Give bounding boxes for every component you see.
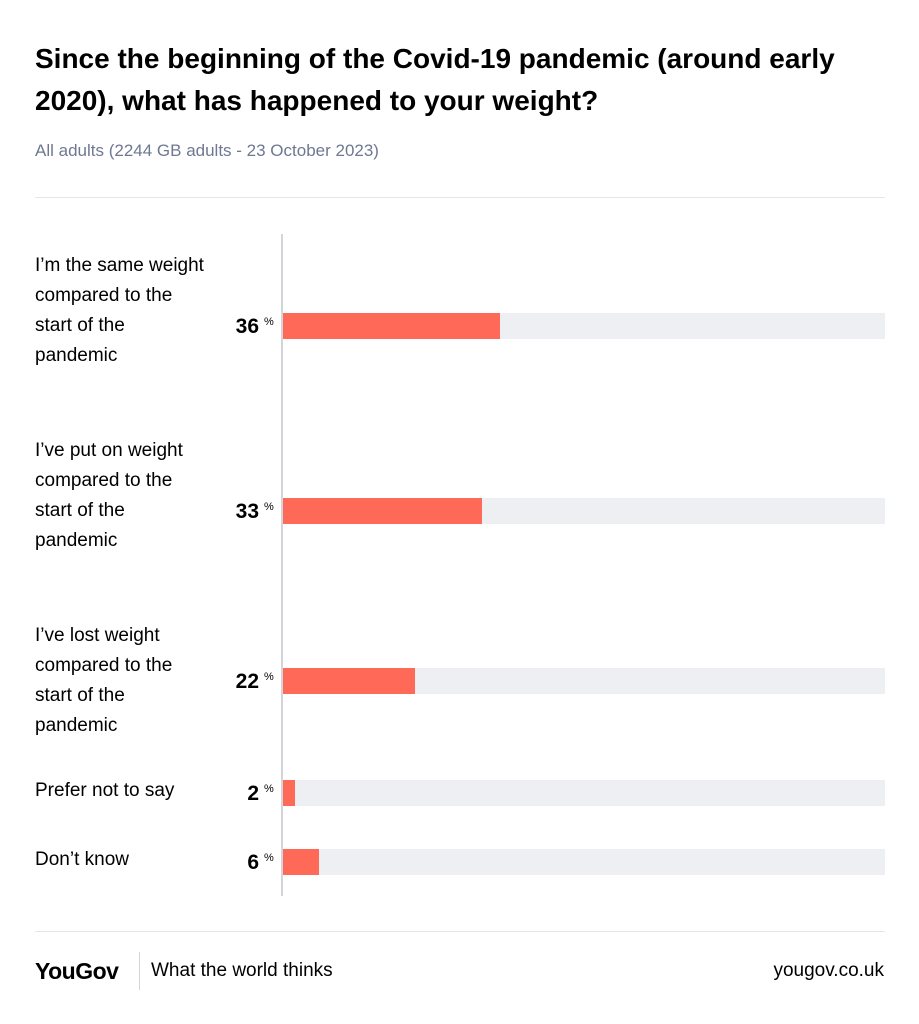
yougov-logo[interactable]: YouGov — [35, 958, 119, 984]
bar-track — [283, 498, 885, 524]
value-label: 36 — [235, 315, 259, 338]
percent-unit-label: % — [264, 316, 274, 328]
header-divider — [35, 197, 885, 198]
bar-track — [283, 780, 885, 806]
category-label: Don’t know — [35, 849, 129, 870]
category-label: Prefer not to say — [35, 780, 175, 801]
bar-track — [283, 668, 885, 694]
bar-track — [283, 313, 885, 339]
bar — [283, 780, 296, 806]
bar — [283, 313, 500, 339]
bar-track — [283, 849, 885, 875]
category-label: I’m the same weight compared to the star… — [35, 255, 204, 366]
footer-divider-line — [35, 931, 885, 932]
bar — [283, 498, 482, 524]
footer-tagline: What the world thinks — [151, 960, 333, 981]
chart-axis-line — [281, 234, 283, 896]
percent-unit-label: % — [264, 852, 274, 864]
chart-subtitle: All adults (2244 GB adults - 23 October … — [35, 141, 379, 160]
percent-unit-label: % — [264, 783, 274, 795]
bar — [283, 668, 416, 694]
percent-unit-label: % — [264, 501, 274, 513]
value-label: 22 — [235, 670, 259, 693]
footer-url-link[interactable]: yougov.co.uk — [773, 960, 884, 981]
category-label: I’ve lost weight compared to the start o… — [35, 625, 173, 736]
value-label: 2 — [247, 782, 259, 805]
chart-title: Since the beginning of the Covid-19 pand… — [35, 43, 835, 116]
percent-unit-label: % — [264, 671, 274, 683]
value-label: 33 — [235, 500, 259, 523]
footer-separator — [139, 952, 140, 990]
category-label: I’ve put on weight compared to the start… — [35, 440, 183, 551]
bar — [283, 849, 320, 875]
value-label: 6 — [247, 851, 259, 874]
